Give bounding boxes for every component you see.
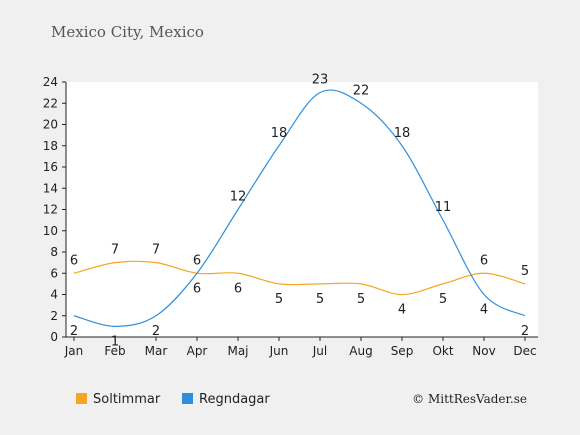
x-tick-label: Feb xyxy=(104,344,125,358)
credit-text: © MittResVader.se xyxy=(412,392,527,406)
y-tick-label: 6 xyxy=(50,266,58,280)
x-tick-label: Apr xyxy=(187,344,208,358)
x-tick-label: Maj xyxy=(227,344,248,358)
y-tick-label: 8 xyxy=(50,245,58,259)
x-tick-label: Jun xyxy=(269,344,289,358)
data-label-soltimmar: 5 xyxy=(439,292,447,307)
data-label-soltimmar: 6 xyxy=(234,281,242,296)
y-tick-label: 22 xyxy=(43,96,58,110)
legend-label-regndagar: Regndagar xyxy=(199,392,270,407)
x-tick-label: Mar xyxy=(145,344,168,358)
y-tick-label: 16 xyxy=(43,160,58,174)
x-tick-label: Sep xyxy=(391,344,414,358)
data-label-soltimmar: 7 xyxy=(111,243,119,258)
y-tick-label: 24 xyxy=(43,75,58,89)
y-tick-label: 20 xyxy=(43,118,58,132)
x-tick-label: Dec xyxy=(513,344,536,358)
data-label-regndagar: 12 xyxy=(230,190,247,205)
y-tick-label: 12 xyxy=(43,203,58,217)
series-group xyxy=(73,89,526,327)
x-tick-label: Nov xyxy=(472,344,495,358)
y-tick-label: 18 xyxy=(43,139,58,153)
legend-swatch-regndagar xyxy=(182,393,193,404)
chart-title: Mexico City, Mexico xyxy=(51,23,204,41)
x-tick-label: Jan xyxy=(64,344,84,358)
x-tick-label: Aug xyxy=(349,344,372,358)
x-tick-label: Jul xyxy=(312,344,327,358)
data-label-soltimmar: 7 xyxy=(152,243,160,258)
data-label-regndagar: 18 xyxy=(271,126,288,141)
y-tick-label: 2 xyxy=(50,309,58,323)
plot-area xyxy=(66,82,538,337)
data-label-soltimmar: 5 xyxy=(316,292,324,307)
data-label-soltimmar: 6 xyxy=(480,253,488,268)
legend: Soltimmar Regndagar xyxy=(76,392,270,407)
legend-label-soltimmar: Soltimmar xyxy=(93,392,161,407)
series-line-soltimmar xyxy=(73,260,526,296)
data-label-soltimmar: 6 xyxy=(70,253,78,268)
data-label-regndagar: 11 xyxy=(435,200,452,215)
y-tick-label: 10 xyxy=(43,224,58,238)
legend-swatch-soltimmar xyxy=(76,393,87,404)
data-label-soltimmar: 6 xyxy=(193,253,201,268)
data-label-regndagar: 22 xyxy=(353,83,370,98)
data-label-regndagar: 2 xyxy=(70,324,78,339)
y-tick-label: 0 xyxy=(50,330,58,344)
data-label-regndagar: 23 xyxy=(312,73,329,88)
data-label-regndagar: 2 xyxy=(521,324,529,339)
data-label-soltimmar: 4 xyxy=(398,303,406,318)
data-label-soltimmar: 5 xyxy=(521,264,529,279)
data-label-regndagar: 2 xyxy=(152,324,160,339)
data-label-regndagar: 6 xyxy=(193,281,201,296)
data-label-soltimmar: 5 xyxy=(357,292,365,307)
x-tick-label: Okt xyxy=(432,344,453,358)
data-label-soltimmar: 5 xyxy=(275,292,283,307)
data-label-regndagar: 1 xyxy=(111,334,119,349)
y-tick-label: 14 xyxy=(43,181,58,195)
data-label-regndagar: 4 xyxy=(480,303,488,318)
series-line-regndagar xyxy=(73,89,526,327)
data-label-regndagar: 18 xyxy=(394,126,411,141)
y-tick-label: 4 xyxy=(50,288,58,302)
